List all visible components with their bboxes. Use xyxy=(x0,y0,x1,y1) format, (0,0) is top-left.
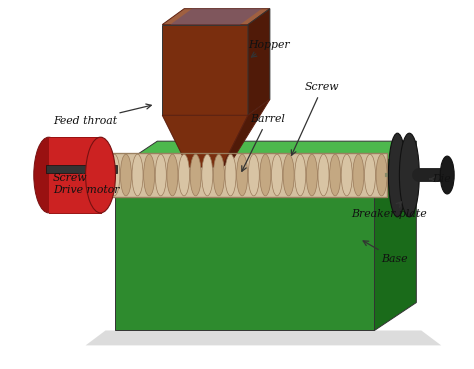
Ellipse shape xyxy=(202,154,213,196)
Ellipse shape xyxy=(248,154,259,196)
Polygon shape xyxy=(248,8,270,115)
Ellipse shape xyxy=(225,154,236,196)
Ellipse shape xyxy=(329,154,341,196)
Ellipse shape xyxy=(272,154,283,196)
Polygon shape xyxy=(162,25,248,115)
Polygon shape xyxy=(162,115,248,167)
Text: Barrel: Barrel xyxy=(242,114,285,171)
Text: Hopper: Hopper xyxy=(248,39,290,57)
Ellipse shape xyxy=(388,133,406,217)
Ellipse shape xyxy=(376,154,387,196)
Polygon shape xyxy=(170,8,262,25)
Ellipse shape xyxy=(400,133,419,217)
Polygon shape xyxy=(374,141,416,331)
Text: Base: Base xyxy=(363,241,407,264)
Ellipse shape xyxy=(86,137,116,213)
Bar xyxy=(109,153,387,197)
Polygon shape xyxy=(86,331,441,345)
Ellipse shape xyxy=(109,154,120,196)
Ellipse shape xyxy=(132,154,143,196)
Ellipse shape xyxy=(155,154,166,196)
Ellipse shape xyxy=(365,154,375,196)
Ellipse shape xyxy=(190,154,201,196)
Ellipse shape xyxy=(306,154,318,196)
Text: Die: Die xyxy=(430,174,451,184)
Polygon shape xyxy=(162,8,270,25)
Ellipse shape xyxy=(213,154,224,196)
Polygon shape xyxy=(222,99,270,167)
Ellipse shape xyxy=(440,156,454,194)
Text: Feed throat: Feed throat xyxy=(53,104,151,126)
Ellipse shape xyxy=(341,154,352,196)
Bar xyxy=(46,165,118,173)
Text: Screw: Screw xyxy=(292,82,339,155)
Bar xyxy=(109,153,387,197)
Ellipse shape xyxy=(295,154,306,196)
Ellipse shape xyxy=(237,154,248,196)
Ellipse shape xyxy=(120,154,131,196)
Text: Screw
Drive motor: Screw Drive motor xyxy=(53,170,119,195)
Polygon shape xyxy=(116,169,374,331)
Ellipse shape xyxy=(260,154,271,196)
Bar xyxy=(49,137,100,213)
Ellipse shape xyxy=(167,154,178,196)
Polygon shape xyxy=(116,141,416,169)
Ellipse shape xyxy=(283,154,294,196)
Ellipse shape xyxy=(34,137,64,213)
Ellipse shape xyxy=(144,154,155,196)
Ellipse shape xyxy=(179,154,190,196)
Ellipse shape xyxy=(353,154,364,196)
Text: Breaker plate: Breaker plate xyxy=(352,202,427,219)
Ellipse shape xyxy=(318,154,329,196)
